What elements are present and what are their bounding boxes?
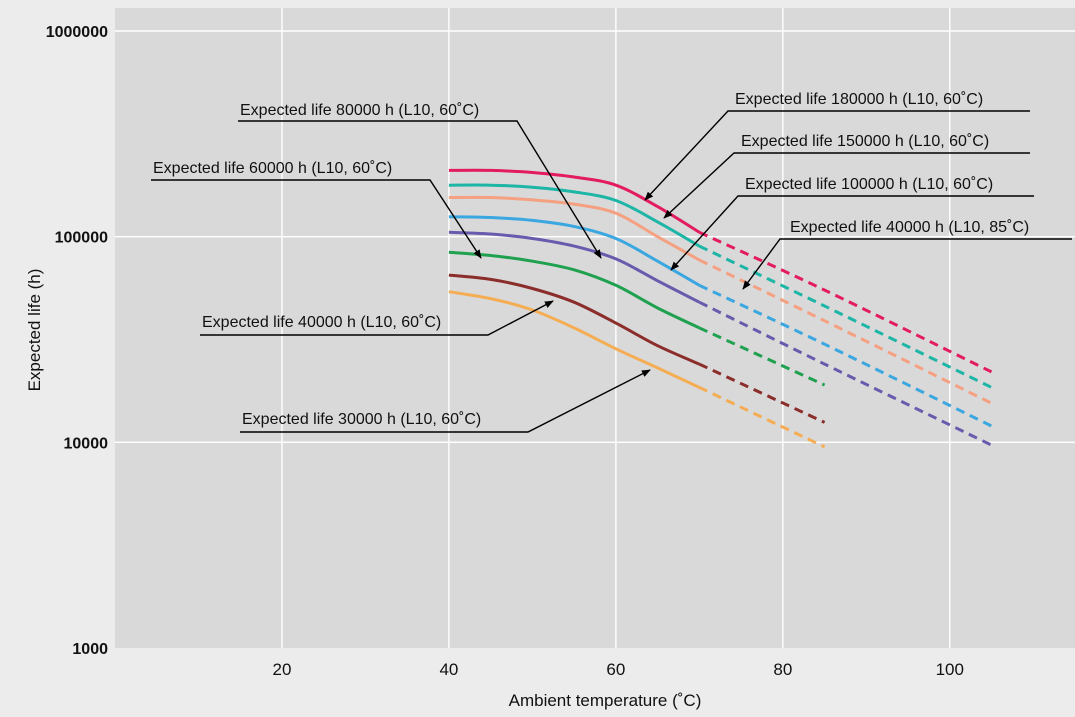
series-line-solid bbox=[448, 183, 701, 248]
series-line-solid bbox=[448, 215, 701, 287]
annotation-leader bbox=[151, 179, 482, 259]
y-tick-label: 1000000 bbox=[46, 24, 108, 41]
y-tick-labels: 1000 10000 100000 1000000 bbox=[46, 24, 108, 658]
series-line-solid bbox=[448, 290, 700, 389]
series-line-dashed bbox=[698, 386, 826, 449]
series-line-dashed bbox=[698, 258, 993, 405]
plot-area bbox=[115, 8, 1075, 648]
x-axis-title: Ambient temperature (˚C) bbox=[509, 691, 702, 710]
annotation-leader bbox=[644, 110, 1030, 201]
annotation-leader bbox=[200, 300, 554, 336]
y-tick-label: 10000 bbox=[64, 435, 109, 452]
annotations-group: Expected life 180000 h (L10, 60˚C) Expect… bbox=[151, 91, 1072, 433]
series-line-dashed bbox=[698, 283, 993, 428]
series-line-dashed bbox=[698, 300, 993, 447]
series-line-solid bbox=[448, 195, 701, 262]
series-line-dashed bbox=[698, 244, 993, 389]
annotation-leader bbox=[742, 238, 1072, 290]
y-tick-label: 1000 bbox=[72, 641, 108, 658]
series-line-dashed bbox=[698, 362, 826, 424]
series-line-solid bbox=[448, 230, 700, 304]
series-line-dashed bbox=[698, 326, 826, 387]
annotation-label: Expected life 40000 h (L10, 85˚C) bbox=[790, 219, 1029, 236]
annotation-label: Expected life 60000 h (L10, 60˚C) bbox=[153, 160, 392, 177]
x-tick-label: 20 bbox=[272, 660, 291, 679]
y-axis-title: Expected life (h) bbox=[25, 269, 44, 392]
annotation-label: Expected life 100000 h (L10, 60˚C) bbox=[745, 176, 993, 193]
annotation-leader bbox=[240, 369, 651, 433]
series-line-solid bbox=[448, 273, 700, 366]
x-tick-label: 100 bbox=[936, 660, 964, 679]
annotation-label: Expected life 80000 h (L10, 60˚C) bbox=[240, 102, 479, 119]
series-line-solid bbox=[448, 168, 701, 234]
x-tick-labels: 20 40 60 80 100 bbox=[272, 660, 963, 679]
x-tick-label: 80 bbox=[773, 660, 792, 679]
annotation-label: Expected life 40000 h (L10, 60˚C) bbox=[202, 314, 441, 331]
grid bbox=[115, 8, 1075, 648]
y-tick-label: 100000 bbox=[55, 230, 108, 247]
annotation-label: Expected life 180000 h (L10, 60˚C) bbox=[735, 91, 983, 108]
x-tick-label: 60 bbox=[606, 660, 625, 679]
annotation-leader bbox=[238, 120, 602, 259]
series-group bbox=[448, 168, 993, 449]
annotation-leader bbox=[663, 152, 1030, 219]
x-tick-label: 40 bbox=[439, 660, 458, 679]
annotation-label: Expected life 150000 h (L10, 60˚C) bbox=[741, 133, 989, 150]
series-line-solid bbox=[448, 250, 700, 330]
series-line-dashed bbox=[698, 230, 993, 374]
annotation-leader bbox=[670, 195, 1034, 271]
annotation-label: Expected life 30000 h (L10, 60˚C) bbox=[242, 411, 481, 428]
